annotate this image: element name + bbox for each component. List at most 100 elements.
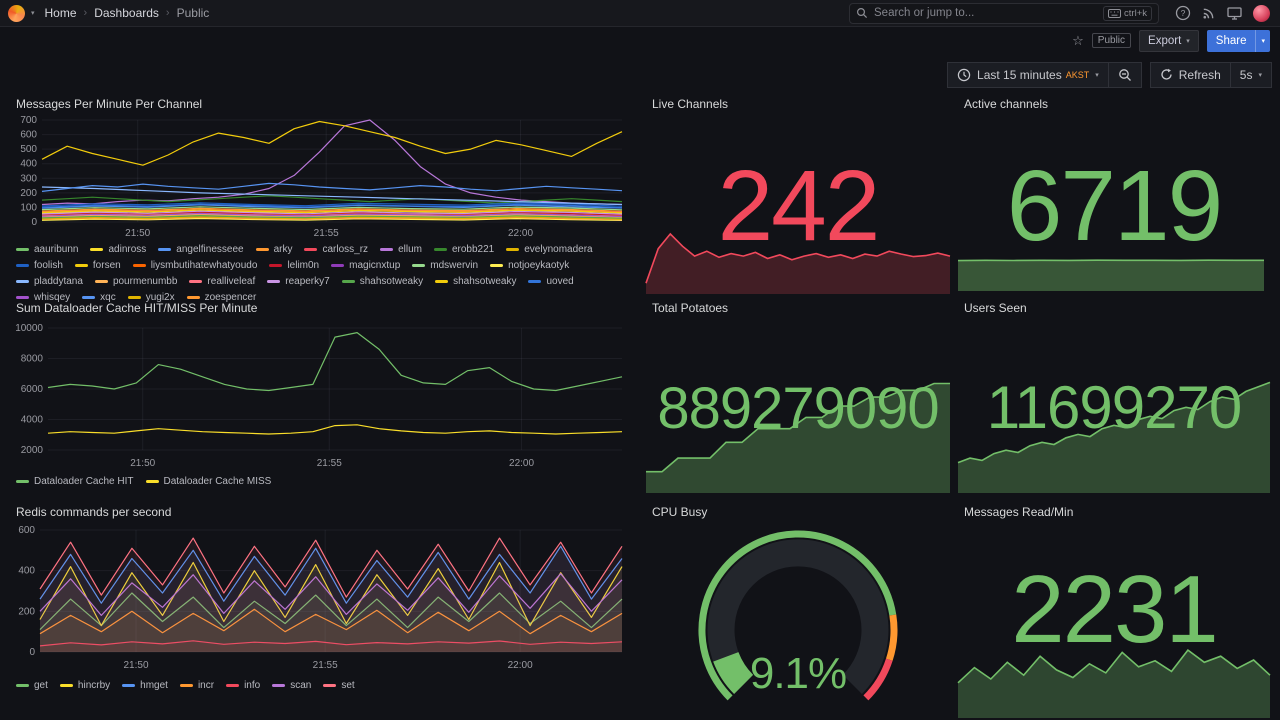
legend-swatch — [59, 684, 73, 687]
legend-item-forsen[interactable]: forsen — [74, 260, 121, 271]
x-tick: 22:00 — [508, 228, 533, 239]
search-shortcut-badge: ctrl+k — [1103, 5, 1152, 21]
legend-item-lelim0n[interactable]: lelim0n — [269, 260, 319, 271]
legend-item-xqc[interactable]: xqc — [82, 292, 116, 303]
breadcrumb-dashboards[interactable]: Dashboards — [94, 6, 159, 20]
legend-item-carloss_rz[interactable]: carloss_rz — [304, 244, 368, 255]
news-button[interactable] — [1202, 6, 1216, 20]
time-range-button[interactable]: Last 15 minutes AKST ▾ — [947, 61, 1109, 88]
series-line-pourmenumbb — [41, 213, 623, 218]
legend-item-info[interactable]: info — [226, 680, 260, 691]
x-tick: 21:50 — [125, 228, 150, 239]
legend-item-hmget[interactable]: hmget — [122, 680, 168, 691]
panel-title[interactable]: Live Channels — [652, 97, 729, 111]
nav-menu-caret-icon[interactable]: ▾ — [31, 10, 35, 17]
legend-item-realliveleaf[interactable]: realliveleaf — [189, 276, 255, 287]
share-menu-caret[interactable]: ▾ — [1255, 29, 1270, 52]
legend-item-hincrby[interactable]: hincrby — [59, 680, 110, 691]
legend-swatch — [16, 296, 29, 299]
time-range-label: Last 15 minutes — [977, 67, 1062, 82]
messages-per-minute-chart[interactable]: 0 100 200 300 400 500 600 700 21:50 21:55 22:00 — [12, 114, 628, 239]
series-line-incr — [39, 608, 623, 635]
legend-item-yugi2x[interactable]: yugi2x — [127, 292, 175, 303]
legend-label: incr — [197, 680, 215, 691]
panel-title[interactable]: Active channels — [964, 97, 1049, 111]
breadcrumb-public[interactable]: Public — [176, 6, 210, 20]
series-line-foolish — [41, 202, 623, 207]
panel-title[interactable]: Users Seen — [964, 301, 1027, 315]
legend-item-whisqey[interactable]: whisqey — [16, 292, 70, 303]
legend-item-Dataloader Cache HIT[interactable]: Dataloader Cache HIT — [16, 476, 134, 487]
panel-title[interactable]: Total Potatoes — [652, 301, 729, 315]
y-tick: 600 — [20, 130, 37, 141]
legend-item-mdswervin[interactable]: mdswervin — [412, 260, 478, 271]
legend-swatch — [380, 248, 394, 251]
legend-item-angelfinesseee[interactable]: angelfinesseee — [158, 244, 244, 255]
legend-swatch — [528, 280, 542, 283]
panel-title[interactable]: Messages Per Minute Per Channel — [16, 97, 203, 111]
monitor-icon — [1227, 7, 1242, 20]
legend-item-pourmenumbb[interactable]: pourmenumbb — [94, 276, 177, 287]
series-line-mdswervin — [41, 206, 623, 211]
live-channels-sparkline — [645, 232, 951, 294]
user-avatar[interactable] — [1253, 4, 1270, 22]
panel-cpu-busy: CPU Busy 9.1% — [644, 500, 952, 720]
zoom-out-button[interactable] — [1108, 61, 1142, 88]
y-tick: 200 — [20, 188, 37, 199]
legend-swatch — [16, 248, 29, 251]
panel-active-channels: Active channels 6719 — [956, 92, 1272, 294]
legend-swatch — [127, 296, 141, 299]
legend-item-foolish[interactable]: foolish — [16, 260, 63, 271]
dataloader-cache-chart[interactable]: 2000 4000 6000 8000 10000 21:50 21:55 22:00 — [12, 320, 628, 469]
legend-item-uoved[interactable]: uoved — [528, 276, 574, 287]
panel-title[interactable]: Messages Read/Min — [964, 505, 1074, 519]
refresh-button[interactable]: Refresh — [1149, 61, 1231, 88]
clock-icon — [957, 68, 971, 81]
legend-item-liysmbutihatewhatyoudo[interactable]: liysmbutihatewhatyoudo — [132, 260, 258, 271]
panel-users-seen: Users Seen 11699270 — [956, 296, 1272, 498]
refresh-label: Refresh — [1178, 67, 1221, 82]
legend-item-erobb221[interactable]: erobb221 — [433, 244, 494, 255]
y-tick: 400 — [18, 566, 35, 577]
legend-item-scan[interactable]: scan — [272, 680, 311, 691]
display-button[interactable] — [1227, 6, 1242, 20]
series-line-hmget — [39, 545, 623, 604]
legend-item-magicnxtup[interactable]: magicnxtup — [331, 260, 400, 271]
panel-title[interactable]: Redis commands per second — [16, 505, 172, 519]
legend-item-pladdytana[interactable]: pladdytana — [16, 276, 83, 287]
legend-item-aauribunn[interactable]: aauribunn — [16, 244, 78, 255]
legend-item-notjoeykaotyk[interactable]: notjoeykaotyk — [490, 260, 569, 271]
redis-commands-chart[interactable]: 0 200 400 600 21:50 21:55 22:00 — [12, 522, 628, 671]
legend-item-Dataloader Cache MISS[interactable]: Dataloader Cache MISS — [145, 476, 271, 487]
star-icon[interactable]: ☆ — [1072, 32, 1084, 48]
breadcrumb-home[interactable]: Home — [44, 6, 77, 20]
grafana-logo[interactable] — [8, 4, 25, 22]
legend-label: mdswervin — [430, 260, 479, 271]
legend-item-get[interactable]: get — [16, 680, 48, 691]
export-button[interactable]: Export ▾ — [1139, 29, 1199, 52]
legend-item-shahsotweaky[interactable]: shahsotweaky — [341, 276, 423, 287]
legend-item-arky[interactable]: arky — [255, 244, 292, 255]
legend-item-adinross[interactable]: adinross — [90, 244, 146, 255]
legend-swatch — [435, 280, 449, 283]
help-button[interactable]: ? — [1175, 5, 1191, 21]
legend-item-evelynomadera[interactable]: evelynomadera — [506, 244, 593, 255]
panel-title[interactable]: CPU Busy — [652, 505, 708, 519]
legend-item-set[interactable]: set — [323, 680, 355, 691]
legend-item-shahsotweaky[interactable]: shahsotweaky — [435, 276, 516, 287]
share-button[interactable]: Share ▾ — [1206, 29, 1270, 52]
legend-item-reaperky7[interactable]: reaperky7 — [267, 276, 330, 287]
refresh-interval-button[interactable]: 5s ▾ — [1230, 61, 1272, 88]
panel-title[interactable]: Sum Dataloader Cache HIT/MISS Per Minute — [16, 301, 258, 315]
legend-item-zoespencer[interactable]: zoespencer — [186, 292, 256, 303]
legend-swatch — [331, 264, 345, 267]
y-tick: 0 — [31, 217, 37, 228]
legend-item-incr[interactable]: incr — [179, 680, 215, 691]
legend-label: liysmbutihatewhatyoudo — [150, 260, 258, 271]
legend-item-ellum[interactable]: ellum — [380, 244, 422, 255]
share-label[interactable]: Share — [1206, 29, 1256, 52]
series-line-yugi2x — [41, 216, 623, 220]
legend-label: shahsotweaky — [453, 276, 517, 287]
search-input[interactable]: Search or jump to... ctrl+k — [849, 2, 1159, 24]
series-fill — [40, 573, 622, 652]
